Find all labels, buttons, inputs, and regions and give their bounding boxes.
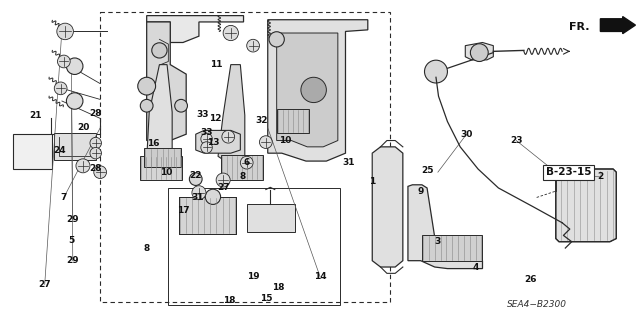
Ellipse shape — [301, 77, 326, 103]
Text: B-23-15: B-23-15 — [546, 167, 591, 177]
Circle shape — [76, 159, 90, 173]
Text: 10: 10 — [279, 136, 291, 145]
Text: 23: 23 — [510, 136, 522, 145]
Circle shape — [201, 142, 212, 153]
Circle shape — [94, 166, 106, 179]
Bar — [168, 188, 340, 305]
Text: 25: 25 — [421, 166, 433, 175]
Text: 19: 19 — [247, 272, 259, 281]
Circle shape — [189, 173, 202, 185]
Text: 22: 22 — [189, 171, 202, 180]
Circle shape — [222, 130, 235, 143]
Circle shape — [67, 58, 83, 74]
Text: 29: 29 — [67, 256, 79, 265]
Circle shape — [175, 100, 188, 112]
Circle shape — [259, 136, 272, 148]
Text: 4: 4 — [473, 263, 479, 271]
Text: 29: 29 — [67, 215, 79, 224]
Circle shape — [67, 93, 83, 109]
Circle shape — [246, 39, 259, 52]
Text: 8: 8 — [239, 172, 245, 182]
Circle shape — [205, 189, 221, 204]
Circle shape — [152, 43, 167, 58]
Text: 24: 24 — [54, 145, 67, 154]
Circle shape — [223, 26, 239, 41]
Text: 2: 2 — [597, 172, 604, 182]
Text: 33: 33 — [200, 128, 213, 137]
Text: 13: 13 — [207, 137, 219, 147]
Circle shape — [424, 60, 447, 83]
Text: 3: 3 — [435, 237, 441, 246]
Bar — [276, 109, 308, 133]
Text: 5: 5 — [68, 236, 75, 245]
Circle shape — [90, 147, 101, 159]
Bar — [246, 204, 294, 232]
Text: 11: 11 — [211, 60, 223, 69]
Text: 18: 18 — [273, 283, 285, 292]
Circle shape — [201, 133, 212, 145]
Bar — [179, 197, 236, 234]
Circle shape — [138, 77, 156, 95]
Bar — [144, 148, 181, 167]
Polygon shape — [218, 65, 245, 163]
Text: 9: 9 — [417, 187, 424, 196]
Bar — [13, 134, 52, 169]
Text: 26: 26 — [524, 275, 536, 284]
Bar — [140, 156, 182, 180]
Text: 27: 27 — [217, 183, 230, 192]
Text: 27: 27 — [38, 280, 51, 289]
Text: SEA4−B2300: SEA4−B2300 — [507, 300, 566, 309]
Polygon shape — [600, 17, 636, 33]
Bar — [422, 235, 483, 261]
Text: 28: 28 — [90, 109, 102, 118]
Text: 10: 10 — [159, 168, 172, 177]
Polygon shape — [465, 42, 493, 60]
Text: 12: 12 — [209, 114, 221, 123]
Text: 15: 15 — [260, 294, 272, 303]
Text: 33: 33 — [196, 110, 209, 119]
Text: 30: 30 — [460, 130, 473, 139]
Circle shape — [140, 100, 153, 112]
Polygon shape — [268, 20, 368, 161]
Text: 16: 16 — [147, 139, 159, 148]
Polygon shape — [372, 147, 403, 267]
Bar — [100, 11, 390, 302]
Text: 7: 7 — [61, 193, 67, 202]
Polygon shape — [54, 133, 96, 160]
Polygon shape — [147, 65, 172, 166]
Circle shape — [241, 156, 253, 169]
Polygon shape — [556, 169, 616, 242]
Text: 21: 21 — [29, 111, 42, 120]
Text: 18: 18 — [223, 296, 236, 305]
Circle shape — [470, 44, 488, 62]
Bar — [221, 155, 262, 180]
Circle shape — [54, 82, 67, 95]
Polygon shape — [147, 22, 186, 141]
Text: 28: 28 — [90, 165, 102, 174]
Text: 6: 6 — [244, 158, 250, 167]
Polygon shape — [408, 185, 483, 269]
Text: 31: 31 — [191, 193, 204, 202]
Circle shape — [216, 173, 230, 187]
Text: 14: 14 — [314, 272, 326, 281]
Circle shape — [90, 137, 101, 149]
Circle shape — [57, 23, 74, 40]
Polygon shape — [196, 130, 241, 153]
Text: 31: 31 — [342, 158, 355, 167]
Text: 32: 32 — [255, 116, 268, 125]
Text: 8: 8 — [143, 243, 150, 253]
Circle shape — [192, 186, 206, 200]
Circle shape — [269, 32, 284, 47]
Polygon shape — [276, 33, 338, 147]
Text: 1: 1 — [369, 176, 376, 186]
Text: 17: 17 — [177, 206, 189, 215]
Text: FR.: FR. — [568, 22, 589, 32]
Polygon shape — [147, 16, 244, 42]
Text: 20: 20 — [77, 123, 89, 132]
Circle shape — [58, 55, 70, 68]
